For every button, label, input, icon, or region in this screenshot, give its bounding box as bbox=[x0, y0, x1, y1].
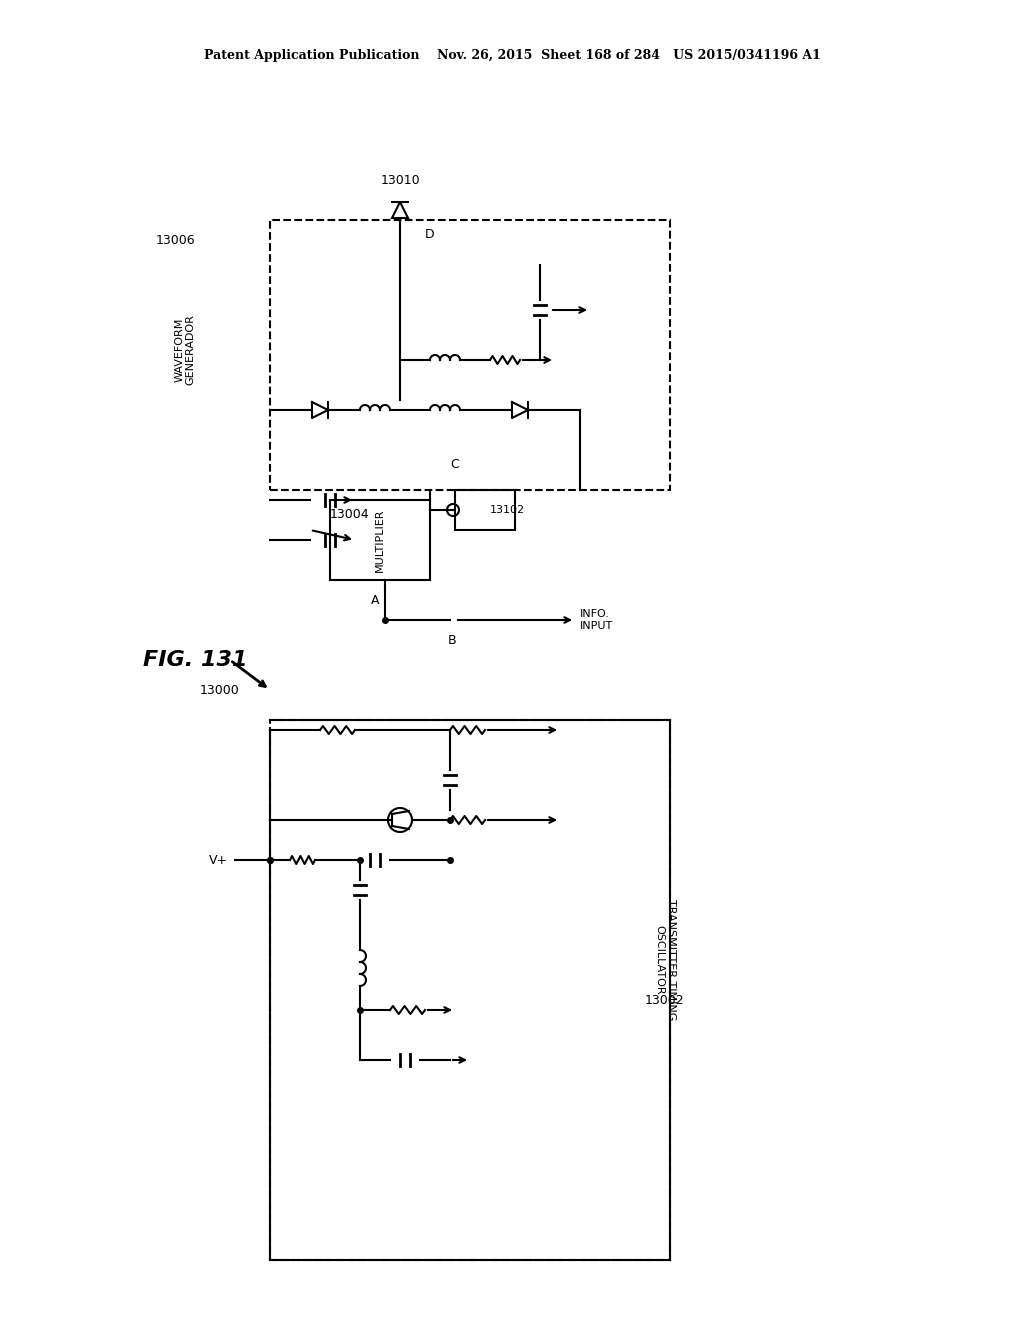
Bar bbox=[330, 500, 430, 579]
Text: V+: V+ bbox=[209, 854, 227, 866]
Bar bbox=[455, 490, 515, 531]
Bar bbox=[270, 220, 670, 490]
Text: 13002: 13002 bbox=[645, 994, 685, 1006]
Bar bbox=[270, 719, 670, 1261]
Text: TRANSMITTER TIMING
OSCILLATOR: TRANSMITTER TIMING OSCILLATOR bbox=[654, 899, 676, 1020]
Text: D: D bbox=[425, 228, 435, 242]
Text: 13006: 13006 bbox=[156, 234, 195, 247]
Text: 13004: 13004 bbox=[330, 508, 370, 521]
Text: B: B bbox=[447, 634, 457, 647]
Text: 13102: 13102 bbox=[490, 506, 525, 515]
Text: Patent Application Publication    Nov. 26, 2015  Sheet 168 of 284   US 2015/0341: Patent Application Publication Nov. 26, … bbox=[204, 49, 820, 62]
Text: WAVEFORM
GENERADOR: WAVEFORM GENERADOR bbox=[174, 314, 196, 385]
Text: INFO.
INPUT: INFO. INPUT bbox=[580, 610, 613, 631]
Text: A: A bbox=[371, 594, 379, 606]
Text: 13010: 13010 bbox=[380, 173, 420, 186]
Text: C: C bbox=[451, 458, 460, 471]
Text: 13000: 13000 bbox=[200, 684, 240, 697]
Text: MULTIPLIER: MULTIPLIER bbox=[375, 508, 385, 572]
Text: FIG. 131: FIG. 131 bbox=[142, 649, 247, 671]
